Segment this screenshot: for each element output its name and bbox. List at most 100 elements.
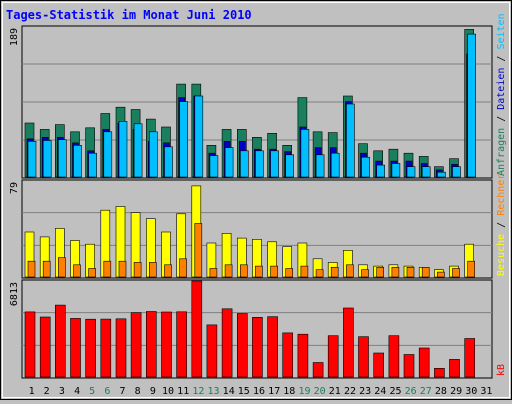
panel-top-max-label: 189: [9, 28, 20, 46]
bar-seiten-day-24: [376, 164, 386, 178]
bar-rechner-day-11: [179, 258, 187, 278]
bar-kb-day-25: [388, 335, 400, 378]
panel-mid-legend: Besuche / Rechner: [496, 174, 507, 276]
legend-entry: /: [496, 50, 507, 68]
bar-seiten-day-10: [164, 146, 173, 178]
legend-entry: kB: [496, 364, 507, 376]
bar-rechner-day-20: [315, 269, 324, 278]
x-axis-labels: 1 2 3 4 5 6 7 8 9 10 11 12 13 14 15 16 17 18 19 20 21 22 23 24 2…: [29, 386, 493, 397]
bar-kb-day-23: [358, 336, 369, 378]
panel-bottom-max-label: 6813: [9, 282, 20, 306]
bar-rechner-day-21: [330, 266, 339, 278]
x-tick-label-8: 8: [135, 386, 141, 397]
x-tick-label-1: 1: [29, 386, 35, 397]
x-tick-label-27: 27: [420, 386, 432, 397]
x-tick-label-29: 29: [450, 386, 462, 397]
bar-seiten-day-8: [133, 123, 143, 178]
bar-rechner-day-27: [421, 266, 430, 278]
bar-seiten-day-3: [57, 139, 67, 178]
legend-entry: Besuche: [496, 234, 507, 276]
bar-rechner-day-25: [391, 266, 400, 278]
x-tick-label-19: 19: [298, 386, 310, 397]
bar-rechner-day-29: [452, 268, 460, 278]
bar-seiten-day-21: [330, 152, 340, 178]
bar-seiten-day-2: [42, 140, 52, 178]
bar-kb-day-22: [343, 307, 354, 378]
bar-rechner-day-13: [209, 268, 218, 278]
bar-kb-day-7: [115, 318, 127, 378]
bar-kb-day-8: [130, 312, 142, 378]
legend-entry: Rechner: [496, 174, 507, 216]
bar-kb-day-21: [327, 335, 339, 378]
bar-seiten-day-23: [361, 156, 370, 178]
bar-seiten-day-19: [300, 129, 310, 178]
x-tick-label-20: 20: [314, 386, 326, 397]
bar-seiten-day-7: [118, 121, 128, 178]
x-tick-label-21: 21: [329, 386, 341, 397]
bar-kb-day-26: [403, 354, 415, 378]
x-tick-label-12: 12: [192, 386, 204, 397]
legend-entry: /: [496, 216, 507, 234]
bar-kb-day-6: [100, 318, 112, 378]
x-tick-label-31: 31: [480, 386, 492, 397]
x-tick-label-6: 6: [104, 386, 110, 397]
x-tick-label-9: 9: [150, 386, 156, 397]
bar-kb-day-9: [146, 311, 157, 378]
bar-kb-day-28: [434, 367, 445, 378]
x-tick-label-17: 17: [268, 386, 280, 397]
chart-panels: 189 Anfragen / Dateien / Seiten 79 Besuche …: [9, 13, 507, 379]
panel-top: 189 Anfragen / Dateien / Seiten: [9, 13, 507, 179]
bar-seiten-day-17: [270, 150, 279, 178]
x-tick-label-18: 18: [283, 386, 295, 397]
bar-kb-day-17: [267, 316, 278, 378]
bar-kb-day-13: [206, 324, 218, 378]
bar-kb-day-15: [237, 313, 248, 378]
x-tick-label-14: 14: [223, 386, 235, 397]
bar-kb-day-11: [176, 311, 187, 378]
x-tick-label-5: 5: [89, 386, 95, 397]
bar-kb-day-2: [39, 316, 51, 378]
bar-seiten-day-27: [421, 166, 431, 178]
bar-kb-day-24: [373, 352, 385, 378]
bar-seiten-day-25: [391, 163, 401, 178]
bar-kb-day-14: [221, 308, 233, 378]
bar-seiten-day-20: [315, 154, 325, 178]
bar-kb-day-10: [161, 311, 172, 378]
bar-seiten-day-13: [209, 155, 219, 178]
x-tick-label-24: 24: [374, 386, 386, 397]
x-tick-label-30: 30: [465, 386, 477, 397]
x-tick-label-22: 22: [344, 386, 356, 397]
legend-entry: Dateien: [496, 68, 507, 110]
bar-seiten-day-11: [179, 101, 188, 178]
x-tick-label-11: 11: [177, 386, 189, 397]
bar-seiten-day-15: [240, 150, 249, 178]
bar-rechner-day-23: [361, 269, 369, 278]
bar-seiten-day-30: [467, 33, 477, 178]
bar-seiten-day-26: [406, 166, 416, 178]
bar-kb-day-27: [418, 347, 430, 378]
bar-seiten-day-18: [285, 154, 295, 178]
bar-rechner-day-8: [133, 262, 142, 278]
panel-bottom-legend: kB: [496, 364, 507, 376]
bar-rechner-day-9: [149, 262, 157, 278]
x-tick-label-15: 15: [238, 386, 250, 397]
x-tick-label-10: 10: [162, 386, 174, 397]
x-tick-label-3: 3: [59, 386, 65, 397]
bar-rechner-day-1: [27, 260, 36, 278]
bar-kb-day-18: [282, 332, 294, 378]
legend-entry: /: [496, 110, 507, 128]
bar-rechner-day-5: [88, 268, 96, 278]
x-tick-label-25: 25: [389, 386, 401, 397]
bar-rechner-day-7: [118, 260, 127, 278]
bar-rechner-day-18: [285, 268, 294, 278]
x-tick-label-26: 26: [405, 386, 417, 397]
bar-rechner-day-19: [300, 265, 309, 278]
bar-rechner-day-17: [270, 265, 278, 278]
bar-rechner-day-16: [255, 265, 263, 278]
legend-entry: Seiten: [496, 13, 507, 49]
x-tick-label-23: 23: [359, 386, 371, 397]
bar-rechner-day-2: [42, 260, 51, 278]
bar-kb-day-5: [85, 318, 96, 378]
